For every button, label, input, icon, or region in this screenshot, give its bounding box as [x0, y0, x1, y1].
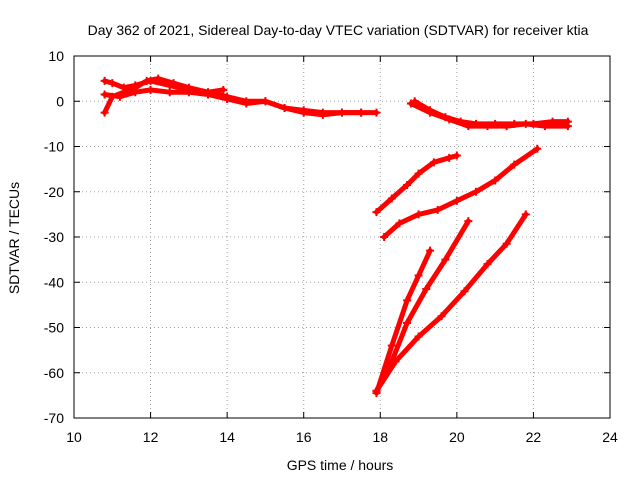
y-tick-label: -60	[44, 365, 64, 381]
axis-ticks: 10 12 14 16 18 20 22 24 10 0 -10 -20 -30 -40 -50 -60 -70	[44, 48, 618, 445]
x-tick-label: 22	[526, 429, 542, 445]
data-point	[242, 99, 251, 108]
data-point	[219, 85, 228, 94]
y-tick-label: 10	[48, 48, 64, 64]
data-point	[426, 108, 435, 117]
data-point	[165, 88, 174, 97]
data-point	[414, 271, 423, 280]
x-tick-label: 20	[449, 429, 465, 445]
data-point	[502, 122, 511, 131]
data-point	[510, 160, 519, 169]
data-point	[437, 312, 446, 321]
data-point	[372, 208, 381, 217]
data-point	[387, 194, 396, 203]
data-point	[429, 158, 438, 167]
data-point	[406, 99, 415, 108]
y-tick-label: -50	[44, 320, 64, 336]
data-point	[563, 122, 572, 131]
data-point	[372, 386, 381, 395]
x-axis-title: GPS time / hours	[287, 457, 394, 473]
data-point	[146, 85, 155, 94]
x-tick-label: 10	[66, 429, 82, 445]
y-tick-label: 0	[56, 93, 64, 109]
data-point	[464, 122, 473, 131]
data-point	[452, 151, 461, 160]
series-arc-g	[380, 144, 542, 241]
data-point	[445, 153, 454, 162]
series-arc-c	[100, 85, 366, 117]
y-tick-label: -30	[44, 229, 64, 245]
data-point	[261, 97, 270, 106]
data-point	[380, 233, 389, 241]
series-arc-f	[372, 151, 461, 217]
data-point	[223, 94, 232, 103]
data-point	[100, 76, 109, 85]
data-series	[100, 74, 572, 398]
data-point	[280, 104, 289, 113]
data-point	[521, 210, 530, 219]
data-point	[131, 88, 140, 97]
data-point	[472, 187, 480, 196]
data-point	[483, 260, 492, 269]
data-point	[154, 74, 163, 83]
data-point	[357, 108, 366, 117]
data-point	[491, 176, 500, 185]
chart-title: Day 362 of 2021, Sidereal Day-to-day VTE…	[88, 22, 589, 38]
x-tick-label: 16	[296, 429, 312, 445]
series-arc-e	[406, 99, 572, 131]
data-point	[464, 217, 473, 226]
data-point	[395, 219, 404, 228]
y-tick-label: -20	[44, 184, 64, 200]
data-point	[108, 79, 117, 88]
data-point	[483, 122, 492, 131]
x-tick-label: 12	[143, 429, 159, 445]
data-point	[299, 106, 308, 115]
data-point	[100, 90, 109, 99]
x-tick-label: 24	[602, 429, 618, 445]
data-point	[169, 79, 178, 88]
data-point	[533, 144, 542, 153]
data-point	[318, 108, 327, 117]
data-point	[502, 239, 511, 248]
data-point	[414, 169, 423, 178]
data-point	[142, 76, 151, 85]
data-point	[100, 108, 109, 117]
data-point	[414, 332, 423, 341]
data-point	[445, 115, 454, 124]
data-point	[460, 287, 469, 296]
series-arc-j	[372, 210, 530, 395]
y-tick-label: -40	[44, 274, 64, 290]
data-point	[433, 205, 442, 214]
data-point	[403, 180, 412, 189]
data-point	[441, 255, 450, 264]
data-point	[422, 285, 431, 294]
y-axis-title: SDTVAR / TECUs	[6, 182, 22, 294]
data-point	[414, 210, 423, 219]
x-tick-label: 18	[372, 429, 388, 445]
data-point	[426, 246, 435, 255]
y-tick-label: -10	[44, 139, 64, 155]
x-tick-label: 14	[219, 429, 235, 445]
data-point	[204, 90, 212, 99]
data-point	[521, 119, 530, 128]
data-point	[403, 318, 412, 327]
data-point	[338, 108, 346, 117]
data-point	[115, 92, 124, 101]
data-point	[540, 122, 549, 131]
data-point	[372, 108, 381, 117]
data-point	[403, 296, 412, 305]
data-point	[184, 88, 193, 97]
data-point	[452, 196, 461, 205]
series-line	[374, 218, 471, 394]
y-tick-label: -70	[44, 410, 64, 426]
data-point	[391, 357, 400, 366]
data-point	[387, 341, 396, 350]
series-arc-h	[372, 246, 435, 398]
series-line	[374, 211, 529, 394]
